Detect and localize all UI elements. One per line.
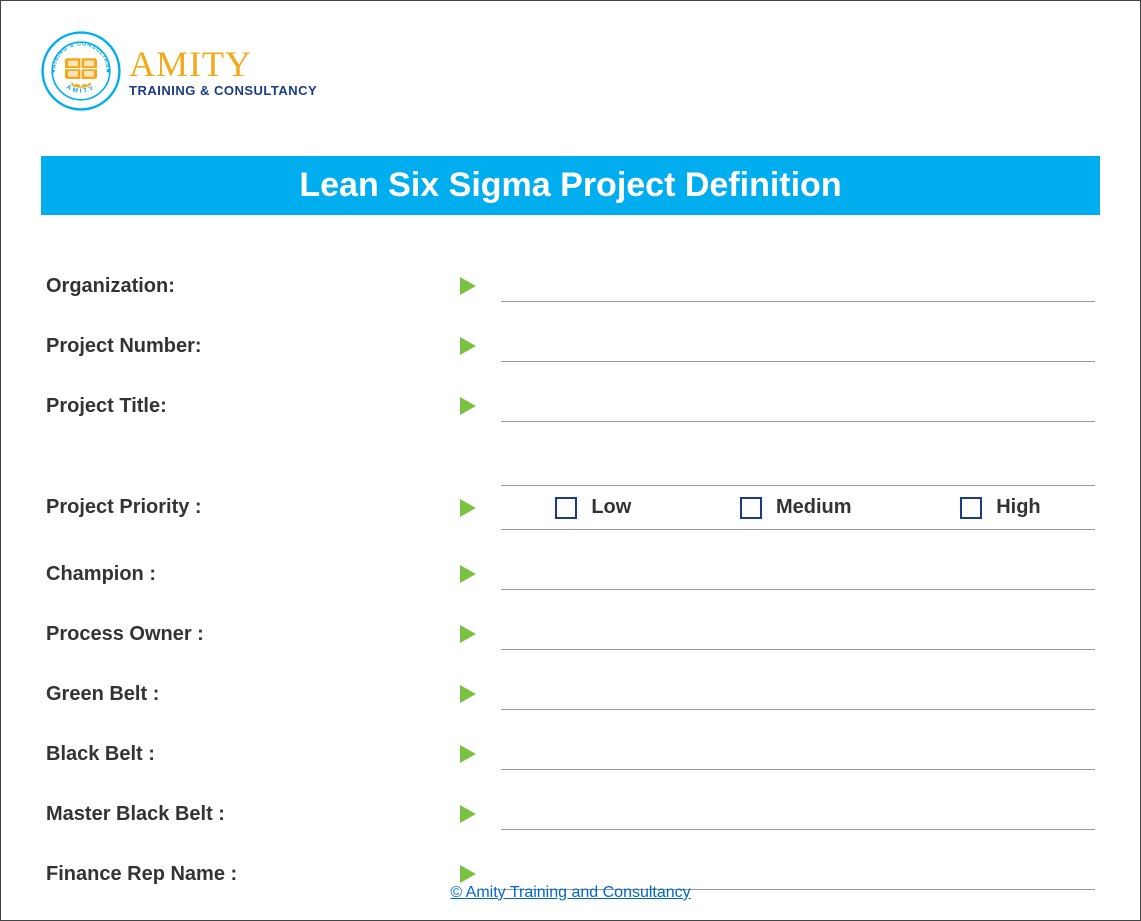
row-fields_group2-0: Champion : xyxy=(46,558,1095,590)
form-section: Organization: Project Number: Project Titl… xyxy=(41,270,1100,890)
priority-option-high[interactable]: High xyxy=(960,496,1040,519)
checkbox-low[interactable] xyxy=(555,497,577,519)
checkbox-high[interactable] xyxy=(960,497,982,519)
arrow-icon xyxy=(456,334,501,358)
spacer xyxy=(46,450,1095,485)
label-project-priority: Project Priority : xyxy=(46,496,456,519)
field-input-line[interactable] xyxy=(501,686,1095,710)
arrow-icon xyxy=(456,496,501,520)
arrow-icon xyxy=(456,274,501,298)
priority-label-text: Low xyxy=(591,496,631,519)
field-label: Project Number: xyxy=(46,335,456,358)
field-input-line[interactable] xyxy=(501,338,1095,362)
field-label: Green Belt : xyxy=(46,683,456,706)
field-label: Finance Rep Name : xyxy=(46,863,456,886)
row-fields_group1-0: Organization: xyxy=(46,270,1095,302)
priority-label-text: Medium xyxy=(776,496,852,519)
logo-main-text: AMITY xyxy=(129,46,317,82)
field-input-line[interactable] xyxy=(501,626,1095,650)
row-fields_group1-1: Project Number: xyxy=(46,330,1095,362)
arrow-icon xyxy=(456,562,501,586)
field-input-line[interactable] xyxy=(501,278,1095,302)
logo-area: TRAINING & CONSULTANCY AMITY xyxy=(41,31,1100,111)
arrow-icon xyxy=(456,802,501,826)
priority-label-text: High xyxy=(996,496,1040,519)
row-fields_group1-2: Project Title: xyxy=(46,390,1095,422)
priority-option-medium[interactable]: Medium xyxy=(740,496,852,519)
arrow-icon xyxy=(456,862,501,886)
priority-option-low[interactable]: Low xyxy=(555,496,631,519)
field-input-line[interactable] xyxy=(501,806,1095,830)
footer-link[interactable]: © Amity Training and Consultancy xyxy=(1,884,1140,902)
arrow-icon xyxy=(456,622,501,646)
arrow-icon xyxy=(456,742,501,766)
row-fields_group2-1: Process Owner : xyxy=(46,618,1095,650)
checkbox-medium[interactable] xyxy=(740,497,762,519)
field-input-line[interactable] xyxy=(501,746,1095,770)
field-label: Champion : xyxy=(46,563,456,586)
field-label: Project Title: xyxy=(46,395,456,418)
row-project-priority: Project Priority : Low Medium High xyxy=(46,485,1095,530)
row-fields_group2-4: Master Black Belt : xyxy=(46,798,1095,830)
field-label: Organization: xyxy=(46,275,456,298)
field-input-line[interactable] xyxy=(501,398,1095,422)
logo-seal-icon: TRAINING & CONSULTANCY AMITY xyxy=(41,31,121,111)
page-container: TRAINING & CONSULTANCY AMITY xyxy=(1,1,1140,920)
row-fields_group2-2: Green Belt : xyxy=(46,678,1095,710)
logo-sub-text: TRAINING & CONSULTANCY xyxy=(129,84,317,97)
field-input-line[interactable] xyxy=(501,566,1095,590)
arrow-icon xyxy=(456,394,501,418)
title-bar: Lean Six Sigma Project Definition xyxy=(41,156,1100,215)
title-text: Lean Six Sigma Project Definition xyxy=(299,166,841,204)
field-label: Black Belt : xyxy=(46,743,456,766)
arrow-icon xyxy=(456,682,501,706)
logo-text: AMITY TRAINING & CONSULTANCY xyxy=(129,46,317,97)
field-label: Master Black Belt : xyxy=(46,803,456,826)
priority-options: Low Medium High xyxy=(501,485,1095,530)
row-fields_group2-3: Black Belt : xyxy=(46,738,1095,770)
footer-link-text: © Amity Training and Consultancy xyxy=(450,884,690,901)
field-label: Process Owner : xyxy=(46,623,456,646)
